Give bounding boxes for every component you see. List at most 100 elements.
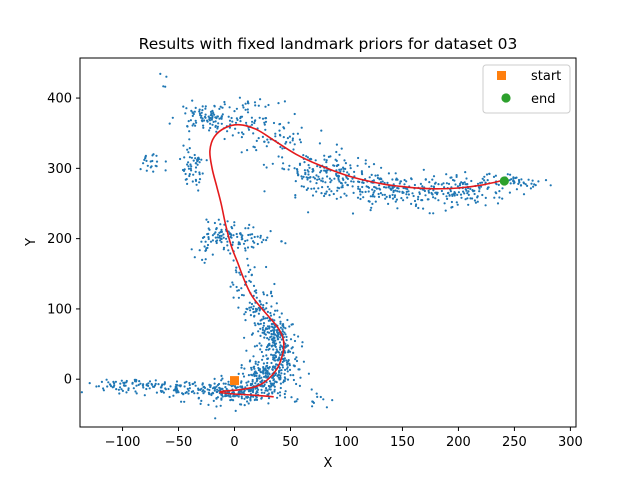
landmark-point xyxy=(151,159,154,163)
landmark-point xyxy=(411,192,414,195)
landmark-point xyxy=(241,237,244,241)
landmark-point xyxy=(290,396,293,399)
landmark-point xyxy=(250,237,253,240)
landmark-point xyxy=(262,293,265,296)
landmark-point xyxy=(185,380,188,383)
landmark-point xyxy=(187,389,190,392)
landmark-point xyxy=(333,177,336,180)
landmark-point xyxy=(188,173,191,176)
landmark-point xyxy=(216,396,219,399)
landmark-point xyxy=(360,171,363,174)
landmark-point xyxy=(338,168,341,171)
landmark-point xyxy=(231,227,234,230)
landmark-point xyxy=(168,122,171,125)
landmark-point xyxy=(281,330,284,333)
landmark-point xyxy=(249,384,252,387)
landmark-point xyxy=(476,182,480,185)
landmark-point xyxy=(188,387,191,390)
landmark-point xyxy=(529,187,533,190)
landmark-point xyxy=(288,364,291,367)
landmark-point xyxy=(276,392,279,395)
landmark-point xyxy=(218,389,221,392)
x-axis-ticks: −100 −50 0 50 100 150 200 250 300 xyxy=(105,427,583,450)
landmark-point xyxy=(246,384,249,387)
landmark-point xyxy=(240,395,243,398)
landmark-point xyxy=(368,200,371,203)
landmark-point xyxy=(338,153,341,156)
landmark-point xyxy=(328,188,331,191)
landmark-point xyxy=(120,379,123,382)
landmark-point xyxy=(198,108,201,111)
landmark-point xyxy=(246,111,250,114)
landmark-point xyxy=(247,374,250,377)
landmark-point xyxy=(237,306,240,309)
landmark-point xyxy=(249,233,252,236)
landmark-point xyxy=(252,311,255,314)
landmark-point xyxy=(293,339,297,343)
landmark-point xyxy=(238,243,241,246)
landmark-point xyxy=(261,358,264,361)
landmark-point xyxy=(237,241,240,244)
landmark-point xyxy=(284,368,287,371)
landmark-point xyxy=(372,163,376,166)
landmark-point xyxy=(443,186,446,189)
landmark-point xyxy=(228,232,231,236)
landmark-point xyxy=(182,393,185,396)
landmark-point xyxy=(276,309,279,312)
landmark-point xyxy=(254,371,257,375)
landmark-point xyxy=(263,384,266,387)
landmark-point xyxy=(265,166,268,169)
landmark-point xyxy=(229,285,232,288)
landmark-point xyxy=(246,257,249,260)
landmark-point xyxy=(119,382,122,385)
landmark-point xyxy=(246,308,249,311)
landmark-point xyxy=(247,102,250,105)
landmark-point xyxy=(204,105,207,108)
landmark-point xyxy=(240,397,243,400)
landmark-point xyxy=(520,178,523,181)
landmark-point xyxy=(456,193,459,196)
landmark-point xyxy=(208,116,211,120)
landmark-point xyxy=(292,364,295,367)
landmark-point xyxy=(339,181,343,185)
landmark-point xyxy=(265,145,268,148)
landmark-point xyxy=(203,235,206,239)
landmark-point xyxy=(469,197,472,200)
landmark-point xyxy=(308,166,311,169)
landmark-point xyxy=(167,387,170,391)
landmark-point xyxy=(244,227,247,230)
landmark-point xyxy=(256,379,259,382)
landmark-point xyxy=(395,198,398,201)
landmark-point xyxy=(367,190,370,193)
landmark-point xyxy=(314,159,317,162)
landmark-point xyxy=(215,390,218,394)
landmark-point xyxy=(381,180,384,183)
landmark-point xyxy=(405,190,408,193)
landmark-point xyxy=(473,192,476,196)
landmark-point xyxy=(142,383,145,386)
landmark-point xyxy=(191,180,194,183)
landmark-point xyxy=(187,392,190,395)
landmark-point xyxy=(183,156,186,159)
landmark-point xyxy=(480,181,484,184)
landmark-point xyxy=(252,132,255,135)
landmark-point xyxy=(253,121,256,125)
landmark-point xyxy=(211,123,214,126)
landmark-point xyxy=(240,381,243,384)
landmark-point xyxy=(364,190,367,193)
landmark-point xyxy=(279,382,282,385)
landmark-point xyxy=(164,387,167,390)
landmark-point xyxy=(323,169,326,172)
landmark-point xyxy=(218,234,221,237)
landmark-point xyxy=(326,175,329,178)
landmark-point xyxy=(161,383,164,386)
landmark-point xyxy=(198,173,201,176)
landmark-point xyxy=(298,384,301,387)
landmark-point xyxy=(207,237,210,241)
landmark-point xyxy=(265,375,268,378)
landmark-point xyxy=(263,190,266,193)
landmark-point xyxy=(391,197,395,200)
landmark-point xyxy=(207,220,210,224)
landmark-point xyxy=(266,138,269,141)
landmark-point xyxy=(493,196,496,199)
